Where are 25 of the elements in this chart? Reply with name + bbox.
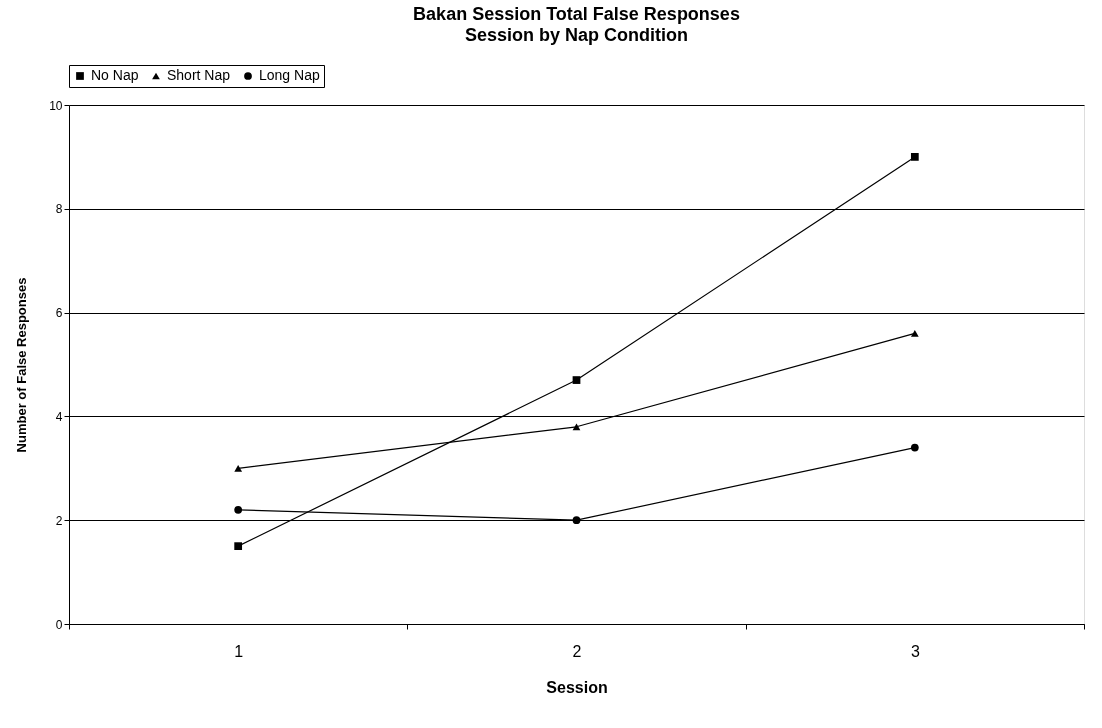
point bbox=[234, 505, 243, 514]
point bbox=[572, 376, 581, 384]
y-tick-label: 6 bbox=[55, 306, 63, 321]
point bbox=[910, 443, 919, 452]
point bbox=[910, 153, 919, 161]
y-axis-title: Number of False Responses bbox=[14, 277, 30, 453]
point bbox=[910, 330, 919, 337]
x-axis-title: Session bbox=[546, 678, 608, 696]
point bbox=[572, 516, 581, 525]
point bbox=[572, 423, 581, 431]
y-tick-label: 0 bbox=[55, 617, 63, 632]
legend-label: Long Nap bbox=[259, 67, 320, 83]
legend-label: No Nap bbox=[91, 67, 139, 83]
x-tick-label: 2 bbox=[572, 642, 582, 660]
chart-subtitle: Session by Nap Condition bbox=[464, 24, 689, 45]
legend-label: Short Nap bbox=[167, 67, 231, 83]
x-tick-label: 1 bbox=[234, 642, 244, 660]
point bbox=[234, 542, 243, 551]
y-tick-label: 4 bbox=[55, 409, 63, 424]
y-tick-label: 8 bbox=[55, 202, 63, 217]
chart-title: Bakan Session Total False Responses bbox=[413, 3, 740, 24]
y-tick-label: 10 bbox=[49, 98, 63, 113]
point bbox=[234, 464, 243, 472]
x-tick-label: 3 bbox=[910, 642, 920, 660]
y-tick-label: 2 bbox=[55, 513, 63, 528]
